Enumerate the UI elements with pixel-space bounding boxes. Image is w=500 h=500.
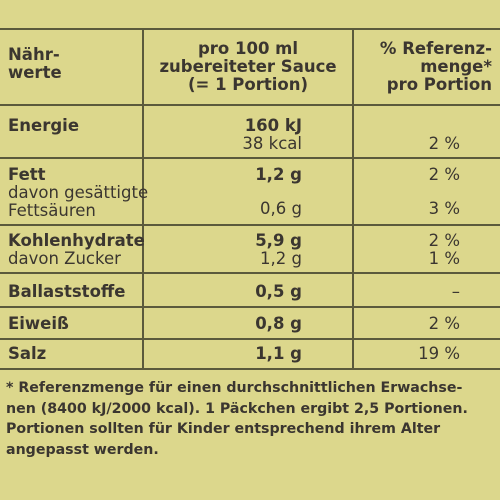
- row-fett-name: Fett: [8, 165, 46, 184]
- header-referenzmenge-line2: menge*: [420, 57, 492, 76]
- rule-ballaststoffe: [0, 306, 500, 308]
- row-zucker-name: davon Zucker: [8, 249, 121, 268]
- footnote-line3: Portionen sollten für Kinder entsprechen…: [6, 421, 441, 437]
- row-fett-value: 1,2 g: [255, 165, 302, 184]
- header-referenzmenge-line1: % Referenz-: [379, 39, 492, 58]
- header-naehrwerte-line1: Nähr-: [8, 45, 60, 64]
- row-zucker-value: 1,2 g: [260, 249, 302, 268]
- row-ballaststoffe-pct: –: [451, 282, 460, 301]
- header-pro-100ml-line2: zubereiteter Sauce: [159, 57, 337, 76]
- row-gesaettigte-pct: 3 %: [428, 199, 460, 218]
- row-kohlenhydrate-value: 5,9 g: [255, 231, 302, 250]
- rule-col2: [142, 28, 144, 368]
- row-energie-pct: 2 %: [428, 134, 460, 153]
- row-salz-name: Salz: [8, 344, 47, 363]
- row-salz-value: 1,1 g: [255, 344, 302, 363]
- row-energie-kj: 160 kJ: [244, 116, 302, 135]
- rule-fett: [0, 224, 500, 226]
- row-fett-pct: 2 %: [428, 165, 460, 184]
- rule-kohlenhydrate: [0, 272, 500, 274]
- row-gesaettigte-name: davon gesättigte: [8, 183, 149, 202]
- row-eiweiss-name: Eiweiß: [8, 314, 69, 333]
- rule-eiweiss: [0, 338, 500, 340]
- row-eiweiss-pct: 2 %: [428, 314, 460, 333]
- rule-col3: [352, 28, 354, 368]
- row-energie-name: Energie: [8, 116, 80, 135]
- footnote-line4: angepasst werden.: [6, 441, 159, 458]
- row-eiweiss-value: 0,8 g: [255, 314, 302, 333]
- header-pro-100ml-line3: (= 1 Portion): [187, 75, 309, 94]
- header-naehrwerte: Nähr- werte: [8, 46, 62, 82]
- row-ballaststoffe-name: Ballaststoffe: [8, 282, 126, 301]
- row-salz-pct: 19 %: [418, 344, 460, 363]
- header-referenzmenge: % Referenz- menge* pro Portion: [360, 40, 492, 94]
- rule-bottom: [0, 368, 500, 370]
- row-gesaettigte-name2: Fettsäuren: [8, 201, 96, 220]
- header-naehrwerte-line2: werte: [8, 63, 62, 82]
- rule-energie: [0, 157, 500, 159]
- header-referenzmenge-line3: pro Portion: [386, 75, 492, 94]
- row-gesaettigte-value: 0,6 g: [260, 199, 302, 218]
- rule-top: [0, 28, 500, 30]
- row-ballaststoffe-value: 0,5 g: [255, 282, 302, 301]
- header-pro-100ml: pro 100 ml zubereiteter Sauce (= 1 Porti…: [150, 40, 346, 94]
- row-energie-kcal: 38 kcal: [242, 134, 302, 153]
- rule-header: [0, 104, 500, 106]
- header-pro-100ml-line1: pro 100 ml: [197, 39, 299, 58]
- footnote: * Referenzmenge für einen durchschnittli…: [6, 378, 496, 460]
- row-kohlenhydrate-name: Kohlenhydrate: [8, 231, 145, 250]
- footnote-line1: * Referenzmenge für einen durchschnittli…: [6, 380, 463, 396]
- row-kohlenhydrate-pct: 2 %: [428, 231, 460, 250]
- footnote-line2: nen (8400 kJ/2000 kcal). 1 Päckchen ergi…: [6, 400, 468, 417]
- row-zucker-pct: 1 %: [428, 249, 460, 268]
